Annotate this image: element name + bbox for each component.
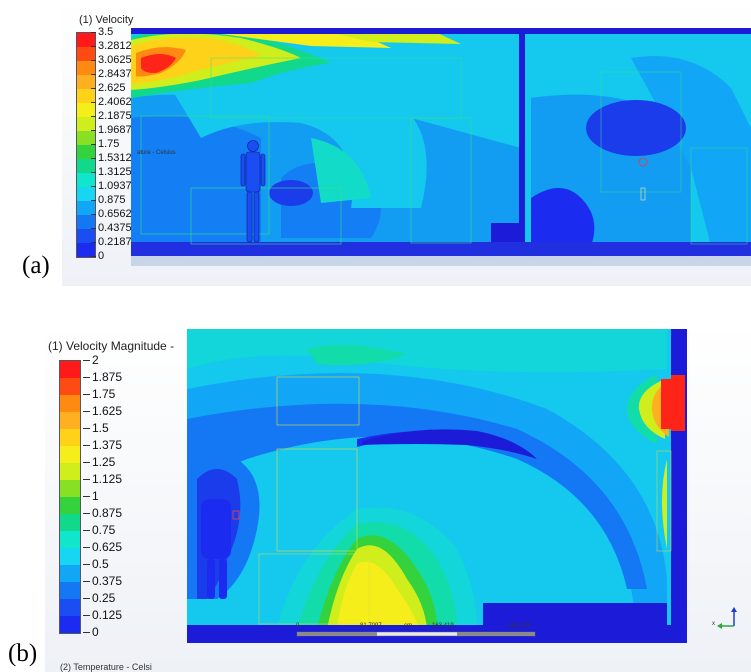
legend-tick-label: 0.2187 xyxy=(91,236,132,248)
legend-swatch xyxy=(60,361,80,378)
legend-swatch xyxy=(60,446,80,463)
panel-b-velocity-field xyxy=(187,329,687,643)
legend-tick-label: 2 xyxy=(83,353,99,367)
legend-tick-label: 1.75 xyxy=(90,138,120,150)
legend-swatch xyxy=(60,429,80,446)
legend-tick-label: 1.75 xyxy=(82,387,116,401)
legend-swatch xyxy=(60,412,80,429)
legend-swatch xyxy=(77,229,95,243)
legend-swatch xyxy=(77,117,95,131)
legend-tick-label: 2.1875 xyxy=(91,110,132,122)
legend-tick-label: 3.2812 xyxy=(91,40,132,52)
legend-swatch xyxy=(77,159,95,173)
legend-tick-label: 0 xyxy=(83,625,99,639)
legend-swatch xyxy=(77,33,95,47)
legend-tick-label: 3.5 xyxy=(90,26,114,38)
legend-tick-label: 2.625 xyxy=(91,82,126,94)
legend-tick-label: 1.5312 xyxy=(91,152,132,164)
legend-swatch xyxy=(77,61,95,75)
legend-tick-label: 1.875 xyxy=(82,370,123,384)
panel-a-label: (a) xyxy=(22,252,50,279)
legend-swatch xyxy=(77,243,95,257)
legend-tick-label: 0.25 xyxy=(82,591,116,605)
scale-tick-1: 81.7097 xyxy=(360,623,382,629)
legend-tick-label: 2.4062 xyxy=(91,96,132,108)
legend-swatch xyxy=(60,565,80,582)
legend-swatch xyxy=(77,173,95,187)
legend-tick-label: 0.375 xyxy=(82,574,123,588)
legend-swatch xyxy=(77,89,95,103)
legend-swatch xyxy=(60,582,80,599)
legend-tick-label: 3.0625 xyxy=(91,54,132,66)
legend-swatch xyxy=(77,145,95,159)
legend-swatch xyxy=(60,463,80,480)
legend-a-title: (1) Velocity xyxy=(79,14,134,26)
legend-tick-label: 0.75 xyxy=(82,523,116,537)
legend-swatch xyxy=(77,215,95,229)
legend-swatch xyxy=(77,103,95,117)
scale-tick-0: 0 xyxy=(296,623,300,629)
panel-a-human-figure xyxy=(240,140,266,243)
legend-swatch xyxy=(60,599,80,616)
legend-tick-label: 0.125 xyxy=(82,608,123,622)
legend-b-color-bar xyxy=(59,360,81,634)
legend-swatch xyxy=(77,47,95,61)
legend-tick-label: 1.25 xyxy=(82,455,116,469)
legend-swatch xyxy=(77,201,95,215)
panel-b-human-figure xyxy=(201,499,231,599)
legend-tick-label: 0.5 xyxy=(83,557,109,571)
legend-swatch xyxy=(60,514,80,531)
legend-swatch xyxy=(60,616,80,633)
scale-tick-3: 245.129 xyxy=(508,623,530,629)
legend-swatch xyxy=(60,548,80,565)
panel-a-probe-label: ature - Celsius xyxy=(137,150,176,156)
legend-swatch xyxy=(60,497,80,514)
legend-swatch xyxy=(77,75,95,89)
legend-tick-label: 1.3125 xyxy=(91,166,132,178)
legend-b-title: (1) Velocity Magnitude - xyxy=(48,339,175,353)
legend-tick-label: 1.125 xyxy=(82,472,123,486)
legend-tick-label: 1.9687 xyxy=(91,124,132,136)
legend-tick-label: 1 xyxy=(83,489,99,503)
scale-unit: cm xyxy=(404,623,412,629)
legend-tick-label: 0.4375 xyxy=(91,222,132,234)
legend-tick-label: 0.875 xyxy=(82,506,123,520)
axis-triad-icon xyxy=(717,607,737,629)
legend-swatch xyxy=(60,378,80,395)
legend-tick-label: 0.625 xyxy=(82,540,123,554)
legend-a-color-bar xyxy=(76,32,96,258)
legend-tick-label: 0 xyxy=(90,250,105,262)
legend-swatch xyxy=(60,480,80,497)
legend-tick-label: 0.875 xyxy=(91,194,126,206)
legend-swatch xyxy=(60,395,80,412)
legend-tick-label: 1.0937 xyxy=(91,180,132,192)
legend-tick-label: 1.375 xyxy=(82,438,123,452)
legend-tick-label: 1.625 xyxy=(82,404,123,418)
legend-b-second-title: (2) Temperature - Celsi xyxy=(60,662,152,672)
legend-swatch xyxy=(60,531,80,548)
panel-b-label: (b) xyxy=(8,640,38,667)
legend-tick-label: 2.8437 xyxy=(91,68,132,80)
legend-swatch xyxy=(77,187,95,201)
legend-tick-label: 0.6562 xyxy=(91,208,132,220)
axis-x-label: x xyxy=(712,621,715,627)
legend-tick-label: 1.5 xyxy=(83,421,109,435)
panel-a-velocity-field xyxy=(131,28,751,266)
scale-tick-2: 163.419 xyxy=(432,623,454,629)
legend-swatch xyxy=(77,131,95,145)
